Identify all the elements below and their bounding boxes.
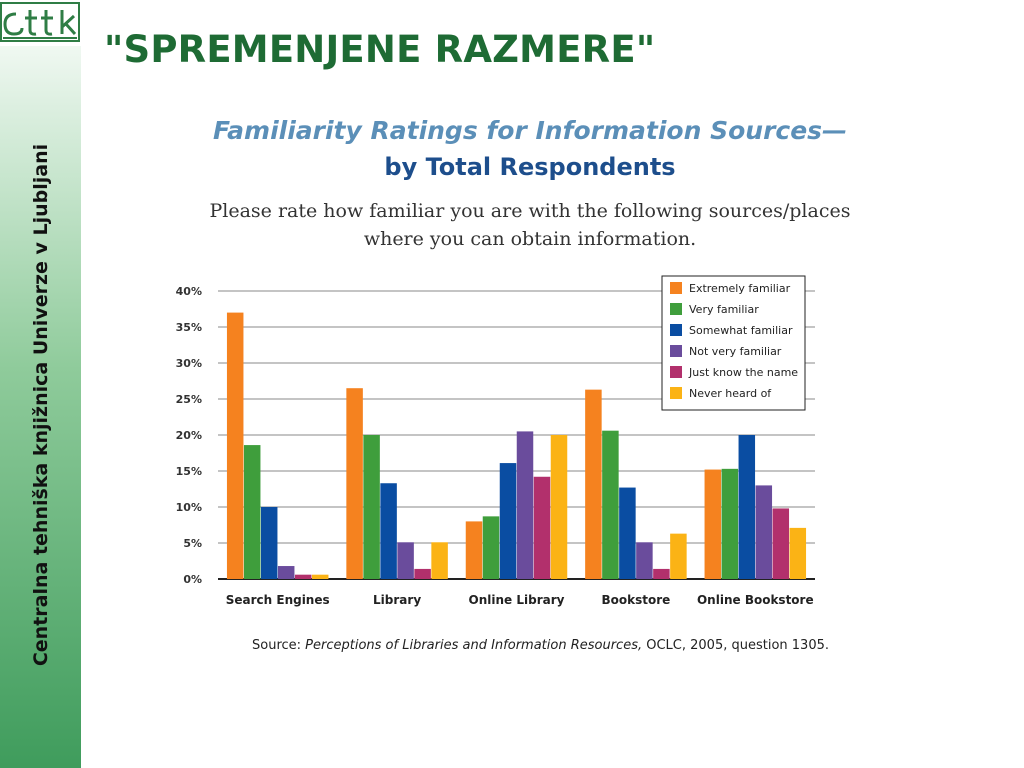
bar <box>346 388 363 579</box>
legend-swatch <box>670 324 682 336</box>
bar <box>704 469 722 579</box>
bar <box>772 508 790 579</box>
bar <box>465 521 483 579</box>
bar <box>431 542 448 579</box>
legend-swatch <box>670 366 682 378</box>
bar <box>653 568 670 579</box>
bar <box>670 533 687 579</box>
bar <box>311 574 329 579</box>
chart-question-line-2: where you can obtain information. <box>363 228 697 250</box>
legend-swatch <box>670 387 682 399</box>
bar <box>602 430 619 579</box>
source-citation: Source: Perceptions of Libraries and Inf… <box>252 638 829 653</box>
bar <box>738 435 756 579</box>
source-suffix: OCLC, 2005, question 1305. <box>646 638 829 653</box>
chart-question-line-1: Please rate how familiar you are with th… <box>209 200 851 222</box>
sidebar: Centralna tehniška knjižnica Univerze v … <box>0 0 81 768</box>
y-tick-label: 25% <box>176 393 202 406</box>
bar <box>260 507 278 579</box>
bar <box>380 483 397 579</box>
legend-swatch <box>670 345 682 357</box>
y-tick-label: 15% <box>176 465 202 478</box>
legend-label: Never heard of <box>689 387 772 400</box>
x-tick-label: Search Engines <box>226 593 330 607</box>
chart-subtitle: by Total Respondents <box>384 153 676 181</box>
y-tick-label: 5% <box>183 537 202 550</box>
bar <box>482 516 500 579</box>
legend-swatch <box>670 282 682 294</box>
x-tick-label: Online Bookstore <box>697 593 814 607</box>
y-tick-label: 40% <box>176 285 202 298</box>
sidebar-institution-text: Centralna tehniška knjižnica Univerze v … <box>30 143 52 667</box>
bar <box>636 542 653 579</box>
y-tick-label: 10% <box>176 501 202 514</box>
bar <box>789 527 807 579</box>
x-tick-label: Library <box>373 593 421 607</box>
source-prefix: Source: <box>252 638 302 653</box>
legend-swatch <box>670 303 682 315</box>
bar <box>550 435 568 579</box>
legend-label: Extremely familiar <box>689 282 791 295</box>
bar <box>243 445 261 579</box>
bar <box>294 574 312 579</box>
y-tick-label: 0% <box>183 573 202 586</box>
bar-chart: 0% 5% 10% 15% 20% 25% 30% 35% 40% Search Engines L… <box>176 275 815 607</box>
y-tick-label: 35% <box>176 321 202 334</box>
bar <box>533 476 551 579</box>
chart-title: Familiarity Ratings for Information Sour… <box>212 116 848 145</box>
bar <box>226 312 244 579</box>
bar <box>277 566 295 579</box>
bar <box>721 468 739 579</box>
legend-box <box>661 275 806 411</box>
bar <box>414 568 431 579</box>
legend-label: Very familiar <box>689 303 759 316</box>
slide-title: "SPREMENJENE RAZMERE" <box>104 28 656 71</box>
legend-label: Somewhat familiar <box>689 324 793 337</box>
y-tick-label: 20% <box>176 429 202 442</box>
legend-label: Just know the name <box>688 366 798 379</box>
x-tick-label: Bookstore <box>602 593 671 607</box>
bar <box>363 435 380 579</box>
bar <box>499 463 517 579</box>
source-title: Perceptions of Libraries and Information… <box>305 638 643 653</box>
y-tick-label: 30% <box>176 357 202 370</box>
ctk-logo-icon <box>0 0 81 46</box>
chart-question: Please rate how familiar you are with th… <box>180 197 880 253</box>
bar <box>585 389 602 579</box>
bar <box>755 485 773 579</box>
bar <box>397 542 414 579</box>
bar <box>516 431 534 579</box>
legend-label: Not very familiar <box>689 345 782 358</box>
x-tick-label: Online Library <box>469 593 565 607</box>
bar <box>619 487 636 579</box>
